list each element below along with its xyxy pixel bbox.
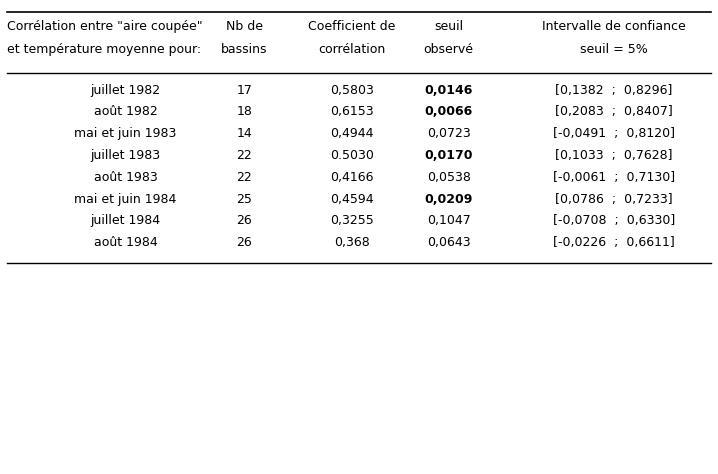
Text: 0,0170: 0,0170 [424,149,473,162]
Text: Corrélation entre "aire coupée": Corrélation entre "aire coupée" [7,19,202,33]
Text: [-0,0708  ;  0,6330]: [-0,0708 ; 0,6330] [553,214,675,228]
Text: 22: 22 [236,171,252,184]
Text: 0,368: 0,368 [334,236,370,249]
Text: août 1983: août 1983 [94,171,157,184]
Text: [0,0786  ;  0,7233]: [0,0786 ; 0,7233] [555,192,673,206]
Text: juillet 1984: juillet 1984 [90,214,161,228]
Text: 26: 26 [236,236,252,249]
Text: 0,0209: 0,0209 [424,192,473,206]
Text: juillet 1982: juillet 1982 [90,83,161,97]
Text: 0,3255: 0,3255 [330,214,373,228]
Text: seuil: seuil [434,19,463,33]
Text: 0,0643: 0,0643 [427,236,470,249]
Text: et température moyenne pour:: et température moyenne pour: [7,43,201,56]
Text: 0,6153: 0,6153 [330,105,373,118]
Text: 0,4944: 0,4944 [330,127,373,140]
Text: 17: 17 [236,83,252,97]
Text: Coefficient de: Coefficient de [308,19,396,33]
Text: seuil = 5%: seuil = 5% [580,43,648,56]
Text: [-0,0491  ;  0,8120]: [-0,0491 ; 0,8120] [553,127,675,140]
Text: mai et juin 1984: mai et juin 1984 [75,192,177,206]
Text: 0,0146: 0,0146 [424,83,473,97]
Text: mai et juin 1983: mai et juin 1983 [75,127,177,140]
Text: 0,1047: 0,1047 [427,214,470,228]
Text: 0,0066: 0,0066 [424,105,473,118]
Text: 0.5030: 0.5030 [330,149,374,162]
Text: 18: 18 [236,105,252,118]
Text: 0,0723: 0,0723 [427,127,470,140]
Text: 0,5803: 0,5803 [330,83,374,97]
Text: juillet 1983: juillet 1983 [90,149,161,162]
Text: [-0,0061  ;  0,7130]: [-0,0061 ; 0,7130] [553,171,675,184]
Text: [0,1382  ;  0,8296]: [0,1382 ; 0,8296] [555,83,673,97]
Text: 0,0538: 0,0538 [426,171,471,184]
Text: Intervalle de confiance: Intervalle de confiance [542,19,686,33]
Text: [0,1033  ;  0,7628]: [0,1033 ; 0,7628] [555,149,673,162]
Text: [-0,0226  ;  0,6611]: [-0,0226 ; 0,6611] [553,236,675,249]
Text: 26: 26 [236,214,252,228]
Text: corrélation: corrélation [318,43,386,56]
Text: août 1982: août 1982 [94,105,157,118]
Text: août 1984: août 1984 [94,236,157,249]
Text: observé: observé [424,43,474,56]
Text: 0,4594: 0,4594 [330,192,373,206]
Text: Nb de: Nb de [225,19,263,33]
Text: 25: 25 [236,192,252,206]
Text: 22: 22 [236,149,252,162]
Text: bassins: bassins [221,43,267,56]
Text: [0,2083  ;  0,8407]: [0,2083 ; 0,8407] [555,105,673,118]
Text: 0,4166: 0,4166 [330,171,373,184]
Text: 14: 14 [236,127,252,140]
